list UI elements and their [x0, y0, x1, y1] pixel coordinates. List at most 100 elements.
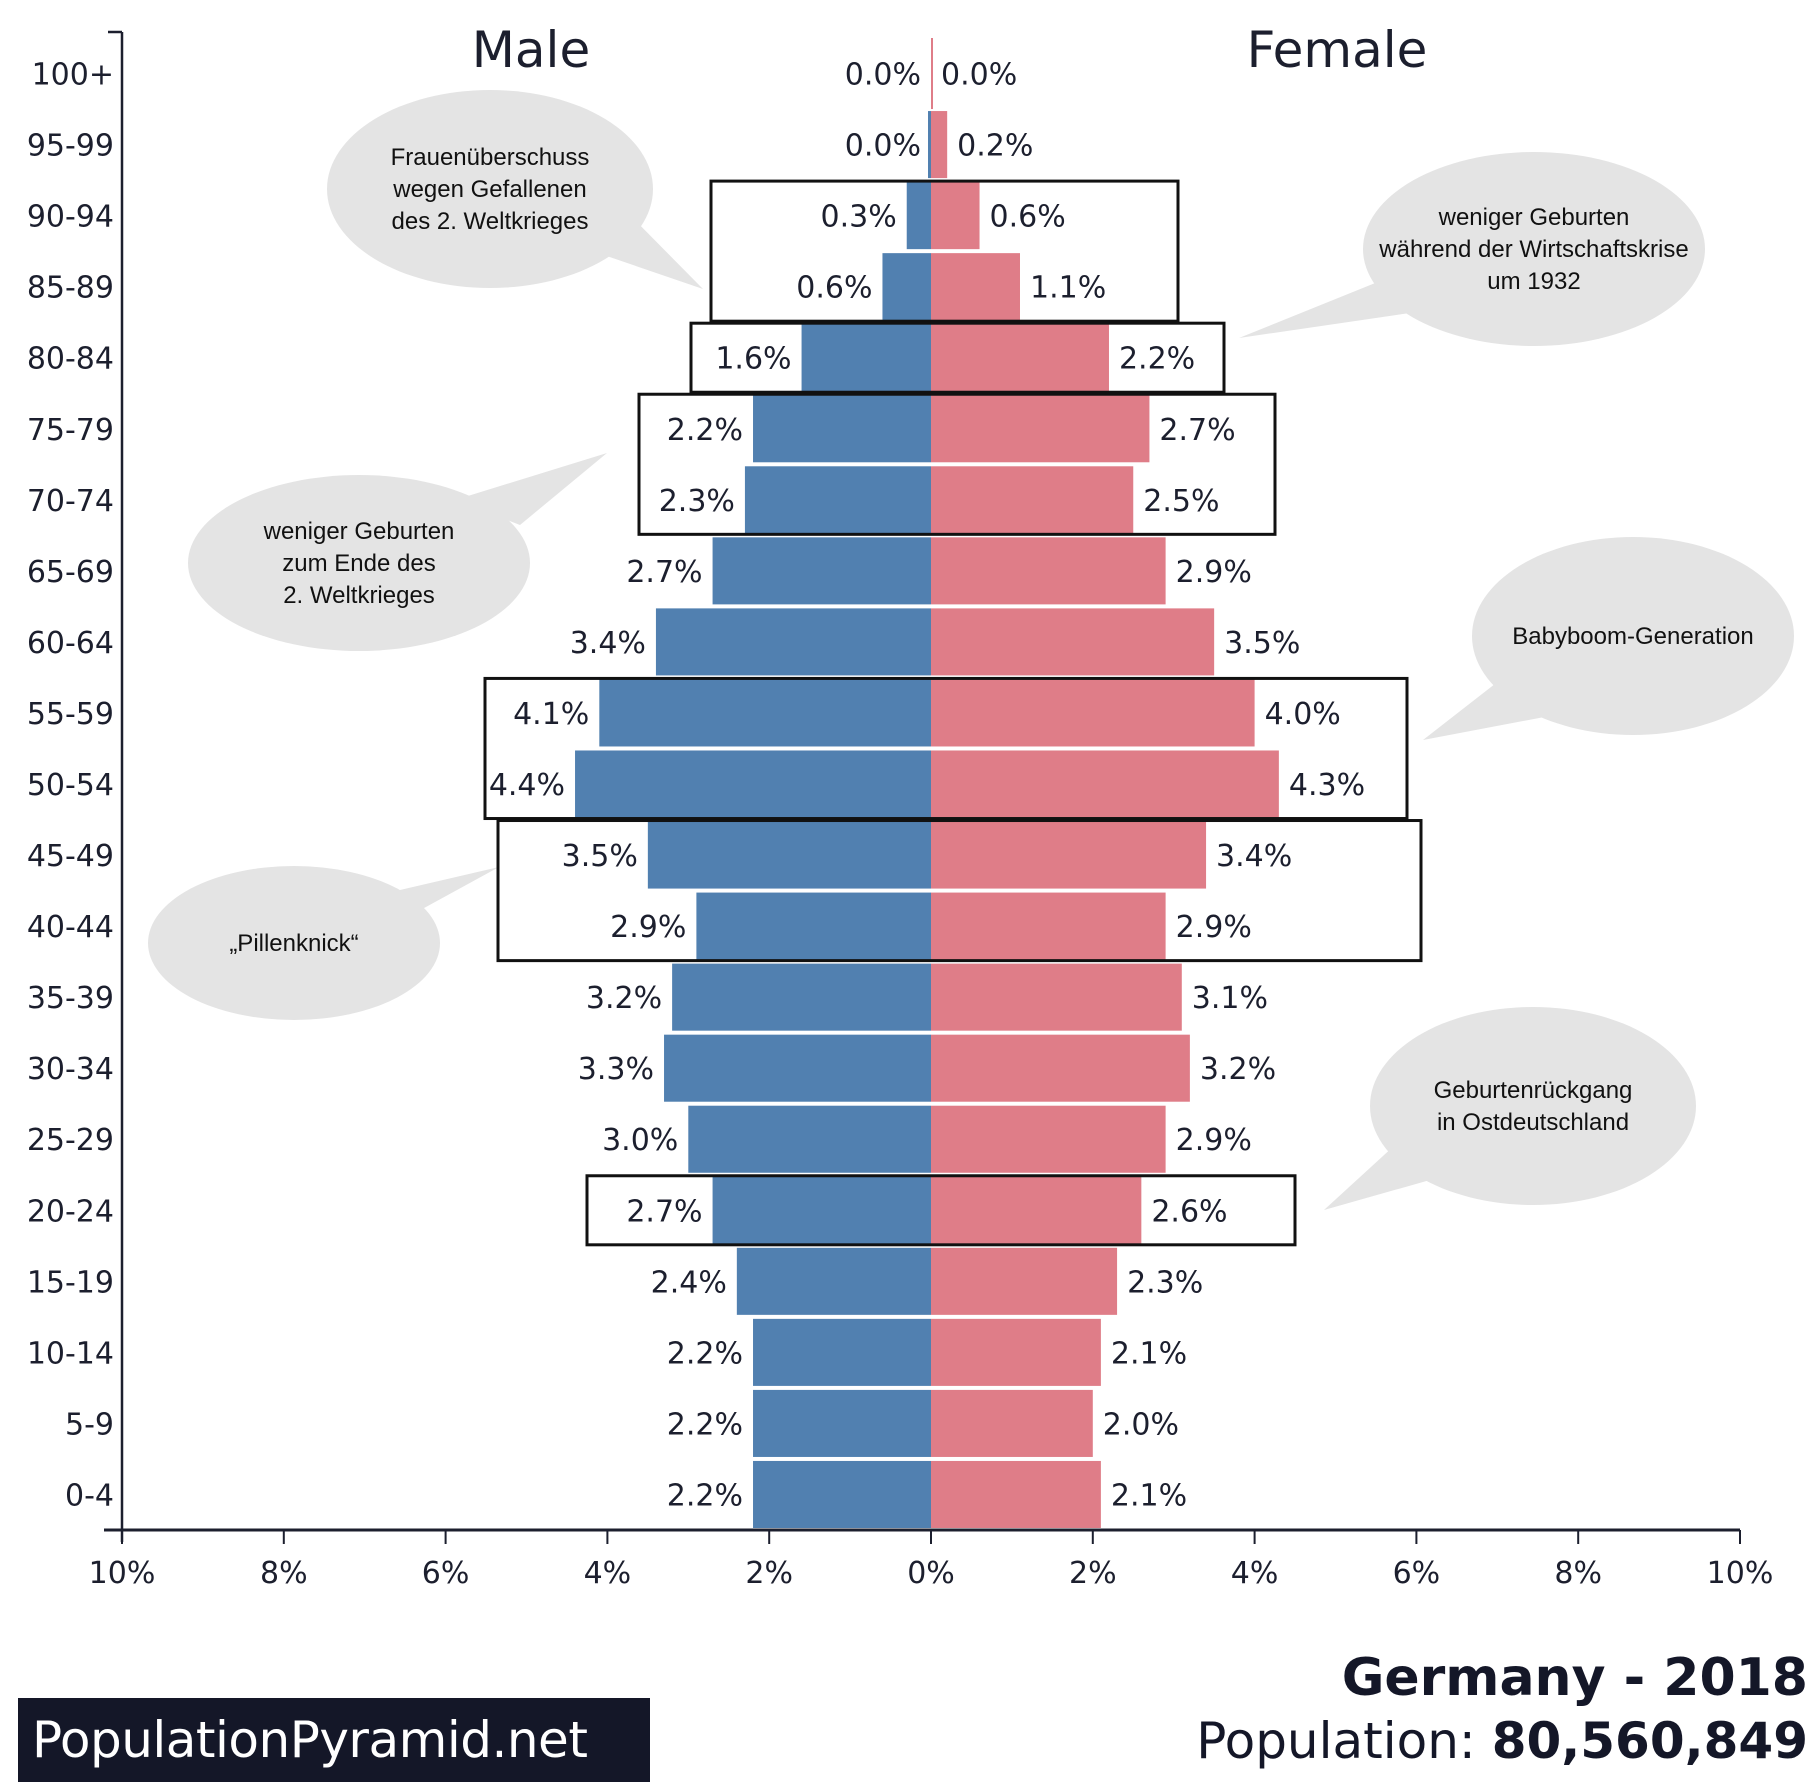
- data-label-male: 3.0%: [602, 1123, 678, 1158]
- x-tick-label: 0%: [907, 1556, 955, 1591]
- annotation-bubbles: Frauenüberschuss wegen Gefallenen des 2. W…: [148, 90, 1794, 1210]
- data-label-male: 0.0%: [845, 58, 921, 93]
- highlight-box-75-79-70-74: [637, 392, 1277, 536]
- data-label-female: 2.5%: [1143, 484, 1219, 519]
- site-logo[interactable]: PopulationPyramid.net: [18, 1698, 650, 1782]
- bubble-text-line: zum Ende des: [282, 550, 435, 577]
- bar-female-95-99: [931, 111, 948, 179]
- labels: 10% 8% 6% 4% 2% 0% 2% 4% 6% 8% 10% 100+ 95-99 90-94 85…: [27, 58, 1774, 1591]
- bar-male-0-4: [753, 1460, 931, 1528]
- bar-male-10-14: [753, 1318, 931, 1386]
- y-tick-label: 25-29: [27, 1123, 114, 1158]
- data-label-male: 2.2%: [667, 413, 743, 448]
- bar-male-25-29: [688, 1105, 931, 1173]
- y-tick-label: 75-79: [27, 413, 114, 448]
- bubble-text-line: weniger Geburten: [263, 518, 455, 545]
- x-tick-label: 6%: [422, 1556, 470, 1591]
- data-label-female: 2.6%: [1151, 1194, 1227, 1229]
- bar-female-80-84: [931, 324, 1109, 392]
- bar-female-35-39: [931, 963, 1182, 1031]
- y-tick-label: 10-14: [27, 1336, 114, 1371]
- bar-female-90-94: [931, 182, 980, 250]
- bar-male-90-94: [906, 182, 931, 250]
- data-label-female: 2.9%: [1176, 910, 1252, 945]
- bars: [575, 38, 1279, 1528]
- data-label-female: 2.7%: [1159, 413, 1235, 448]
- data-label-female: 3.1%: [1192, 981, 1268, 1016]
- bubble-body: [188, 475, 530, 651]
- bar-male-40-44: [696, 892, 931, 960]
- bar-male-75-79: [753, 395, 931, 463]
- data-label-male: 0.0%: [845, 129, 921, 164]
- data-label-female: 0.2%: [957, 129, 1033, 164]
- y-tick-label: 0-4: [65, 1478, 114, 1513]
- data-label-female: 2.9%: [1176, 1123, 1252, 1158]
- bar-female-60-64: [931, 608, 1215, 676]
- data-label-male: 2.2%: [667, 1478, 743, 1513]
- bar-female-0-4: [931, 1460, 1101, 1528]
- data-label-male: 3.2%: [586, 981, 662, 1016]
- bubble-body: [327, 90, 653, 288]
- data-label-female: 4.3%: [1289, 768, 1365, 803]
- data-label-female: 0.6%: [990, 200, 1066, 235]
- y-tick-label: 100+: [32, 58, 114, 93]
- legend-male: Male: [472, 21, 590, 79]
- annotation-bubble-ostdeutschland: Geburtenrückgang in Ostdeutschland: [1324, 1007, 1696, 1210]
- data-label-male: 2.7%: [626, 555, 702, 590]
- y-tick-label: 85-89: [27, 271, 114, 306]
- bar-female-40-44: [931, 892, 1166, 960]
- bubble-text-line: 2. Weltkrieges: [283, 582, 435, 609]
- bar-male-45-49: [647, 821, 931, 889]
- population-value: 80,560,849: [1491, 1712, 1808, 1770]
- x-tick-label: 4%: [584, 1556, 632, 1591]
- y-tick-label: 55-59: [27, 697, 114, 732]
- y-tick-label: 70-74: [27, 484, 114, 519]
- data-label-male: 3.3%: [578, 1052, 654, 1087]
- data-label-male: 4.1%: [513, 697, 589, 732]
- bar-female-25-29: [931, 1105, 1166, 1173]
- bar-male-35-39: [672, 963, 931, 1031]
- bubble-text-line: in Ostdeutschland: [1437, 1109, 1629, 1136]
- y-tick-label: 40-44: [27, 910, 114, 945]
- bar-male-60-64: [655, 608, 931, 676]
- bar-male-70-74: [744, 466, 931, 534]
- bar-female-85-89: [931, 253, 1020, 321]
- bar-female-45-49: [931, 821, 1207, 889]
- bar-female-10-14: [931, 1318, 1101, 1386]
- y-tick-label: 35-39: [27, 981, 114, 1016]
- data-label-male: 1.6%: [715, 342, 791, 377]
- bar-male-65-69: [712, 537, 931, 605]
- bar-female-70-74: [931, 466, 1134, 534]
- data-label-female: 3.2%: [1200, 1052, 1276, 1087]
- bar-male-95-99: [928, 111, 931, 179]
- data-label-male: 2.2%: [667, 1336, 743, 1371]
- annotation-bubble-frauenueberschuss: Frauenüberschuss wegen Gefallenen des 2. W…: [327, 90, 703, 289]
- y-tick-label: 65-69: [27, 555, 114, 590]
- bar-female-5-9: [931, 1389, 1093, 1457]
- highlight-box-45-49-40-44: [496, 819, 1423, 963]
- data-label-male: 2.9%: [610, 910, 686, 945]
- annotation-bubble-pillenknick: „Pillenknick“: [148, 866, 499, 1020]
- data-label-female: 2.1%: [1111, 1336, 1187, 1371]
- y-tick-label: 80-84: [27, 342, 114, 377]
- data-label-female: 2.0%: [1103, 1407, 1179, 1442]
- bar-female-55-59: [931, 679, 1255, 747]
- y-tick-label: 45-49: [27, 839, 114, 874]
- bar-female-30-34: [931, 1034, 1190, 1102]
- y-tick-label: 20-24: [27, 1194, 114, 1229]
- x-tick-label: 10%: [1707, 1556, 1774, 1591]
- data-label-male: 2.7%: [626, 1194, 702, 1229]
- data-label-female: 0.0%: [941, 58, 1017, 93]
- x-tick-label: 4%: [1231, 1556, 1279, 1591]
- data-label-female: 3.5%: [1224, 626, 1300, 661]
- highlight-boxes: [483, 179, 1423, 1247]
- data-label-female: 2.2%: [1119, 342, 1195, 377]
- y-tick-label: 95-99: [27, 129, 114, 164]
- bubble-text-line: Frauenüberschuss: [391, 144, 590, 171]
- y-tick-label: 15-19: [27, 1265, 114, 1300]
- bubble-text-line: während der Wirtschaftskrise: [1378, 236, 1688, 263]
- bar-male-30-34: [664, 1034, 931, 1102]
- population-summary: Population: 80,560,849: [1196, 1712, 1808, 1770]
- highlight-box-90-94-85-89: [709, 179, 1180, 323]
